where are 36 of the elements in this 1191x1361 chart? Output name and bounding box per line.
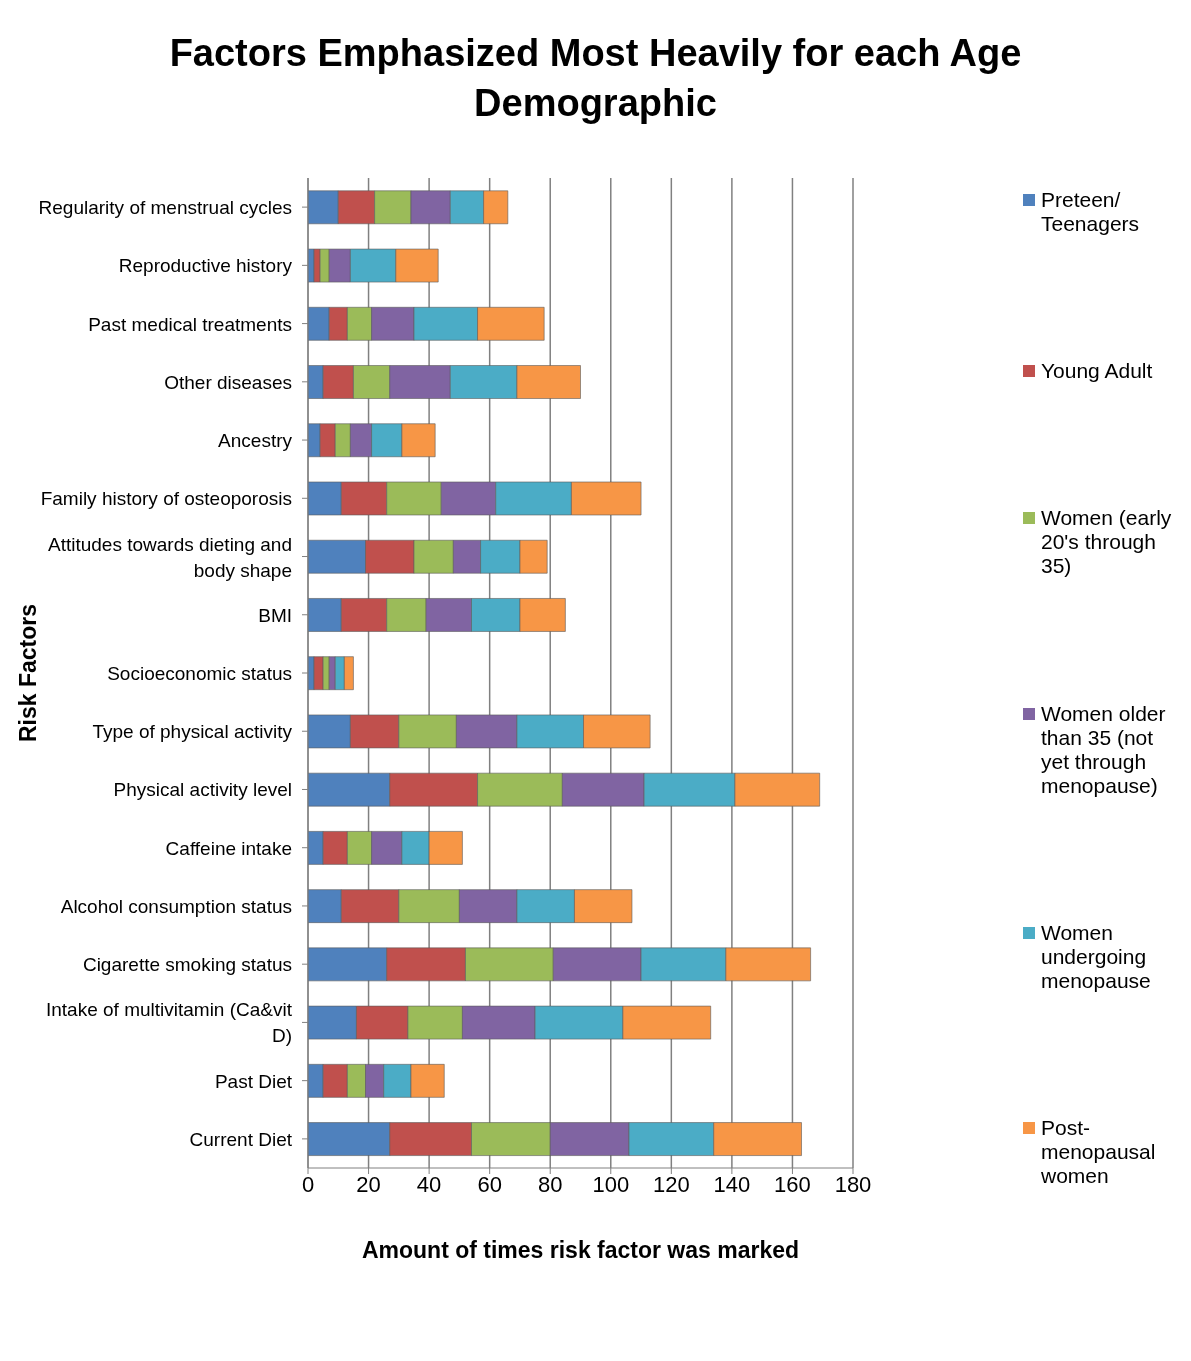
y-tick-label: Alcohol consumption status: [60, 895, 292, 917]
x-tick-label: 140: [713, 1171, 751, 1197]
x-tick-label: 80: [537, 1171, 563, 1197]
legend-label: Women undergoing menopause: [1041, 920, 1152, 993]
x-tick-label: 60: [477, 1171, 502, 1197]
legend-label: Preteen/ Teenagers: [1041, 188, 1141, 236]
y-tick-label: Caffeine intake: [165, 837, 292, 859]
y-tick-label: Regularity of menstrual cycles: [38, 196, 292, 218]
x-tick-label: 180: [834, 1171, 872, 1197]
y-axis-title: Risk Factors: [15, 603, 42, 743]
legend-label: Women (early 20's through 35): [1041, 506, 1173, 579]
x-tick-label: 160: [774, 1171, 811, 1197]
y-tick-label: Attitudes towards dieting and body shape: [48, 533, 292, 581]
x-tick-label: 120: [652, 1171, 690, 1197]
y-tick-label: Other diseases: [164, 371, 292, 393]
x-tick-label: 20: [356, 1171, 381, 1197]
y-tick-label: Ancestry: [218, 429, 293, 451]
chart-title: Factors Emphasized Most Heavily for each Age Demographic: [168, 31, 1023, 126]
y-tick-label: Reproductive history: [118, 254, 293, 276]
y-tick-label: Intake of multivitamin (Ca&vit D): [45, 998, 293, 1046]
y-tick-label: Current Diet: [189, 1128, 293, 1150]
y-tick-label: Physical activity level: [113, 778, 292, 800]
y-tick-label: Type of physical activity: [92, 720, 293, 742]
y-tick-label: Cigarette smoking status: [82, 953, 292, 975]
legend-label: Young Adult: [1041, 359, 1153, 384]
legend-label: Post-menopausal women: [1041, 1115, 1157, 1188]
x-tick-label: 0: [301, 1171, 315, 1197]
x-tick-label: 40: [416, 1171, 442, 1197]
y-tick-label: Past medical treatments: [88, 313, 292, 335]
x-tick-label: 100: [592, 1171, 630, 1197]
y-tick-label: Socioeconomic status: [107, 662, 292, 684]
y-tick-label: BMI: [258, 604, 292, 626]
x-axis-title: Amount of times risk factor was marked: [361, 1237, 800, 1263]
y-tick-label: Family history of osteoporosis: [40, 487, 292, 509]
y-tick-label: Past Diet: [214, 1070, 293, 1092]
legend-label: Women older than 35 (not yet through menopause): [1041, 701, 1167, 798]
